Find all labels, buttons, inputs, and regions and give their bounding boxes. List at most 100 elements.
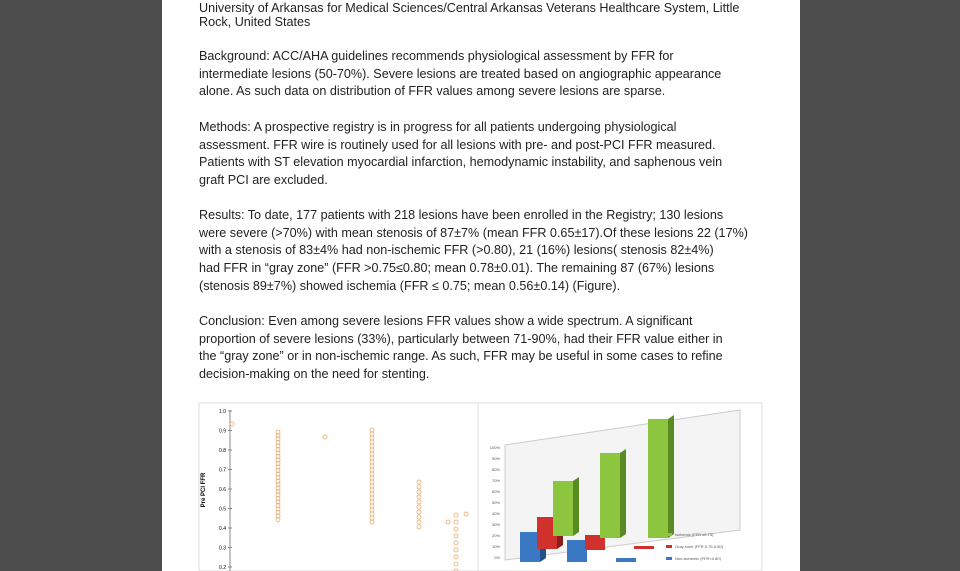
text-line: Rock, United States — [199, 15, 311, 29]
y-tick-label: 80% — [492, 467, 500, 472]
point — [275, 443, 281, 449]
bar — [567, 540, 587, 562]
legend-label: Ischemic (FFR ≤0.75) — [675, 532, 714, 537]
point — [453, 519, 459, 525]
point — [445, 519, 451, 525]
point — [416, 509, 422, 515]
point — [275, 454, 281, 459]
point — [275, 447, 281, 452]
y-tick-label: 0.5 — [219, 507, 226, 513]
point — [275, 499, 281, 505]
bar-chart: 100% 90% 80% 70% 60% 50% 40% 30% 20% 10% 0% Ischemi… — [490, 409, 741, 562]
scatter-panel — [198, 402, 479, 571]
point — [275, 471, 281, 477]
bar-side — [620, 449, 626, 538]
point — [416, 484, 422, 490]
legend-swatch — [666, 545, 672, 548]
point — [416, 524, 422, 530]
legend-swatch — [666, 557, 672, 560]
scatter-points — [229, 421, 469, 571]
point — [416, 499, 422, 505]
point — [275, 489, 281, 494]
bar — [634, 546, 654, 549]
y-tick-label: 0.6 — [219, 487, 226, 493]
text-line: were severe (>70%) with mean stenosis of… — [199, 225, 748, 240]
point — [275, 506, 281, 512]
point — [275, 450, 281, 456]
bar — [537, 517, 557, 549]
y-tick-label: 0.7 — [219, 468, 226, 474]
point — [453, 554, 459, 560]
legend-label: Gray zone (FFR 0.76-0.80) — [675, 544, 724, 549]
legend-label: Non-ischemic (FFR>0.80) — [675, 556, 722, 561]
bar — [553, 481, 573, 536]
point — [453, 526, 459, 532]
point — [322, 434, 328, 440]
bar — [520, 532, 540, 562]
point — [453, 533, 459, 539]
point — [416, 514, 422, 520]
y-tick-label: 90% — [492, 456, 500, 461]
bar — [648, 419, 668, 538]
point — [275, 510, 281, 515]
text-line: Results: To date, 177 patients with 218 … — [199, 208, 724, 222]
text-line: had FFR in “gray zone” (FFR >0.75≤0.80; … — [199, 261, 715, 276]
bar — [616, 558, 636, 562]
point — [275, 475, 281, 480]
point — [416, 494, 422, 500]
y-tick-label: 0.2 — [219, 565, 226, 571]
text-line: the “gray zone” or in non-ischemic range… — [199, 349, 723, 364]
y-tick-label: 1.0 — [219, 409, 226, 415]
point — [275, 440, 281, 445]
point — [275, 461, 281, 466]
point — [463, 511, 469, 517]
y-tick-label: 50% — [492, 500, 500, 505]
point — [416, 479, 422, 485]
point — [416, 519, 422, 525]
point — [275, 464, 281, 470]
point — [275, 503, 281, 508]
point — [416, 489, 422, 495]
text-line: (stenosis 89±7%) showed ischemia (FFR ≤ … — [199, 278, 621, 293]
y-axis-title: Pre PCI FFR — [201, 472, 207, 507]
text-line: Conclusion: Even among severe lesions FF… — [199, 314, 693, 328]
y-tick-label: 0.3 — [219, 546, 226, 552]
bar — [585, 535, 605, 550]
text-line: Background: ACC/AHA guidelines recommend… — [199, 49, 674, 63]
point — [275, 468, 281, 473]
point — [275, 485, 281, 491]
text-line: with a stenosis of 83±4% had non-ischemi… — [199, 243, 714, 258]
y-tick-label: 0% — [494, 555, 500, 560]
text-line: alone. As such data on distribution of F… — [199, 84, 666, 99]
point — [369, 519, 375, 525]
y-tick-label: 20% — [492, 533, 500, 538]
y-tick-label: 60% — [492, 489, 500, 494]
point — [453, 512, 459, 518]
point — [275, 433, 281, 438]
y-tick-label: 30% — [492, 522, 500, 527]
point — [453, 540, 459, 546]
point — [275, 513, 281, 519]
point — [275, 492, 281, 498]
text-line: University of Arkansas for Medical Scien… — [199, 1, 740, 15]
point — [229, 421, 235, 427]
point — [275, 496, 281, 501]
y-tick-label: 100% — [490, 445, 501, 450]
point — [275, 429, 281, 435]
point — [275, 478, 281, 484]
y-tick-label: 0.9 — [219, 429, 226, 435]
text-line: Patients with ST elevation myocardial in… — [199, 155, 723, 170]
point — [453, 568, 459, 571]
point — [275, 517, 281, 522]
text-line: graft PCI are excluded. — [199, 173, 328, 188]
y-tick-label: 0.4 — [219, 526, 226, 532]
y-tick-label: 70% — [492, 478, 500, 483]
point — [275, 482, 281, 487]
legend-swatch — [666, 533, 672, 536]
point — [275, 436, 281, 442]
point — [453, 547, 459, 553]
bar — [600, 453, 620, 538]
y-tick-label: 0.8 — [219, 448, 226, 454]
